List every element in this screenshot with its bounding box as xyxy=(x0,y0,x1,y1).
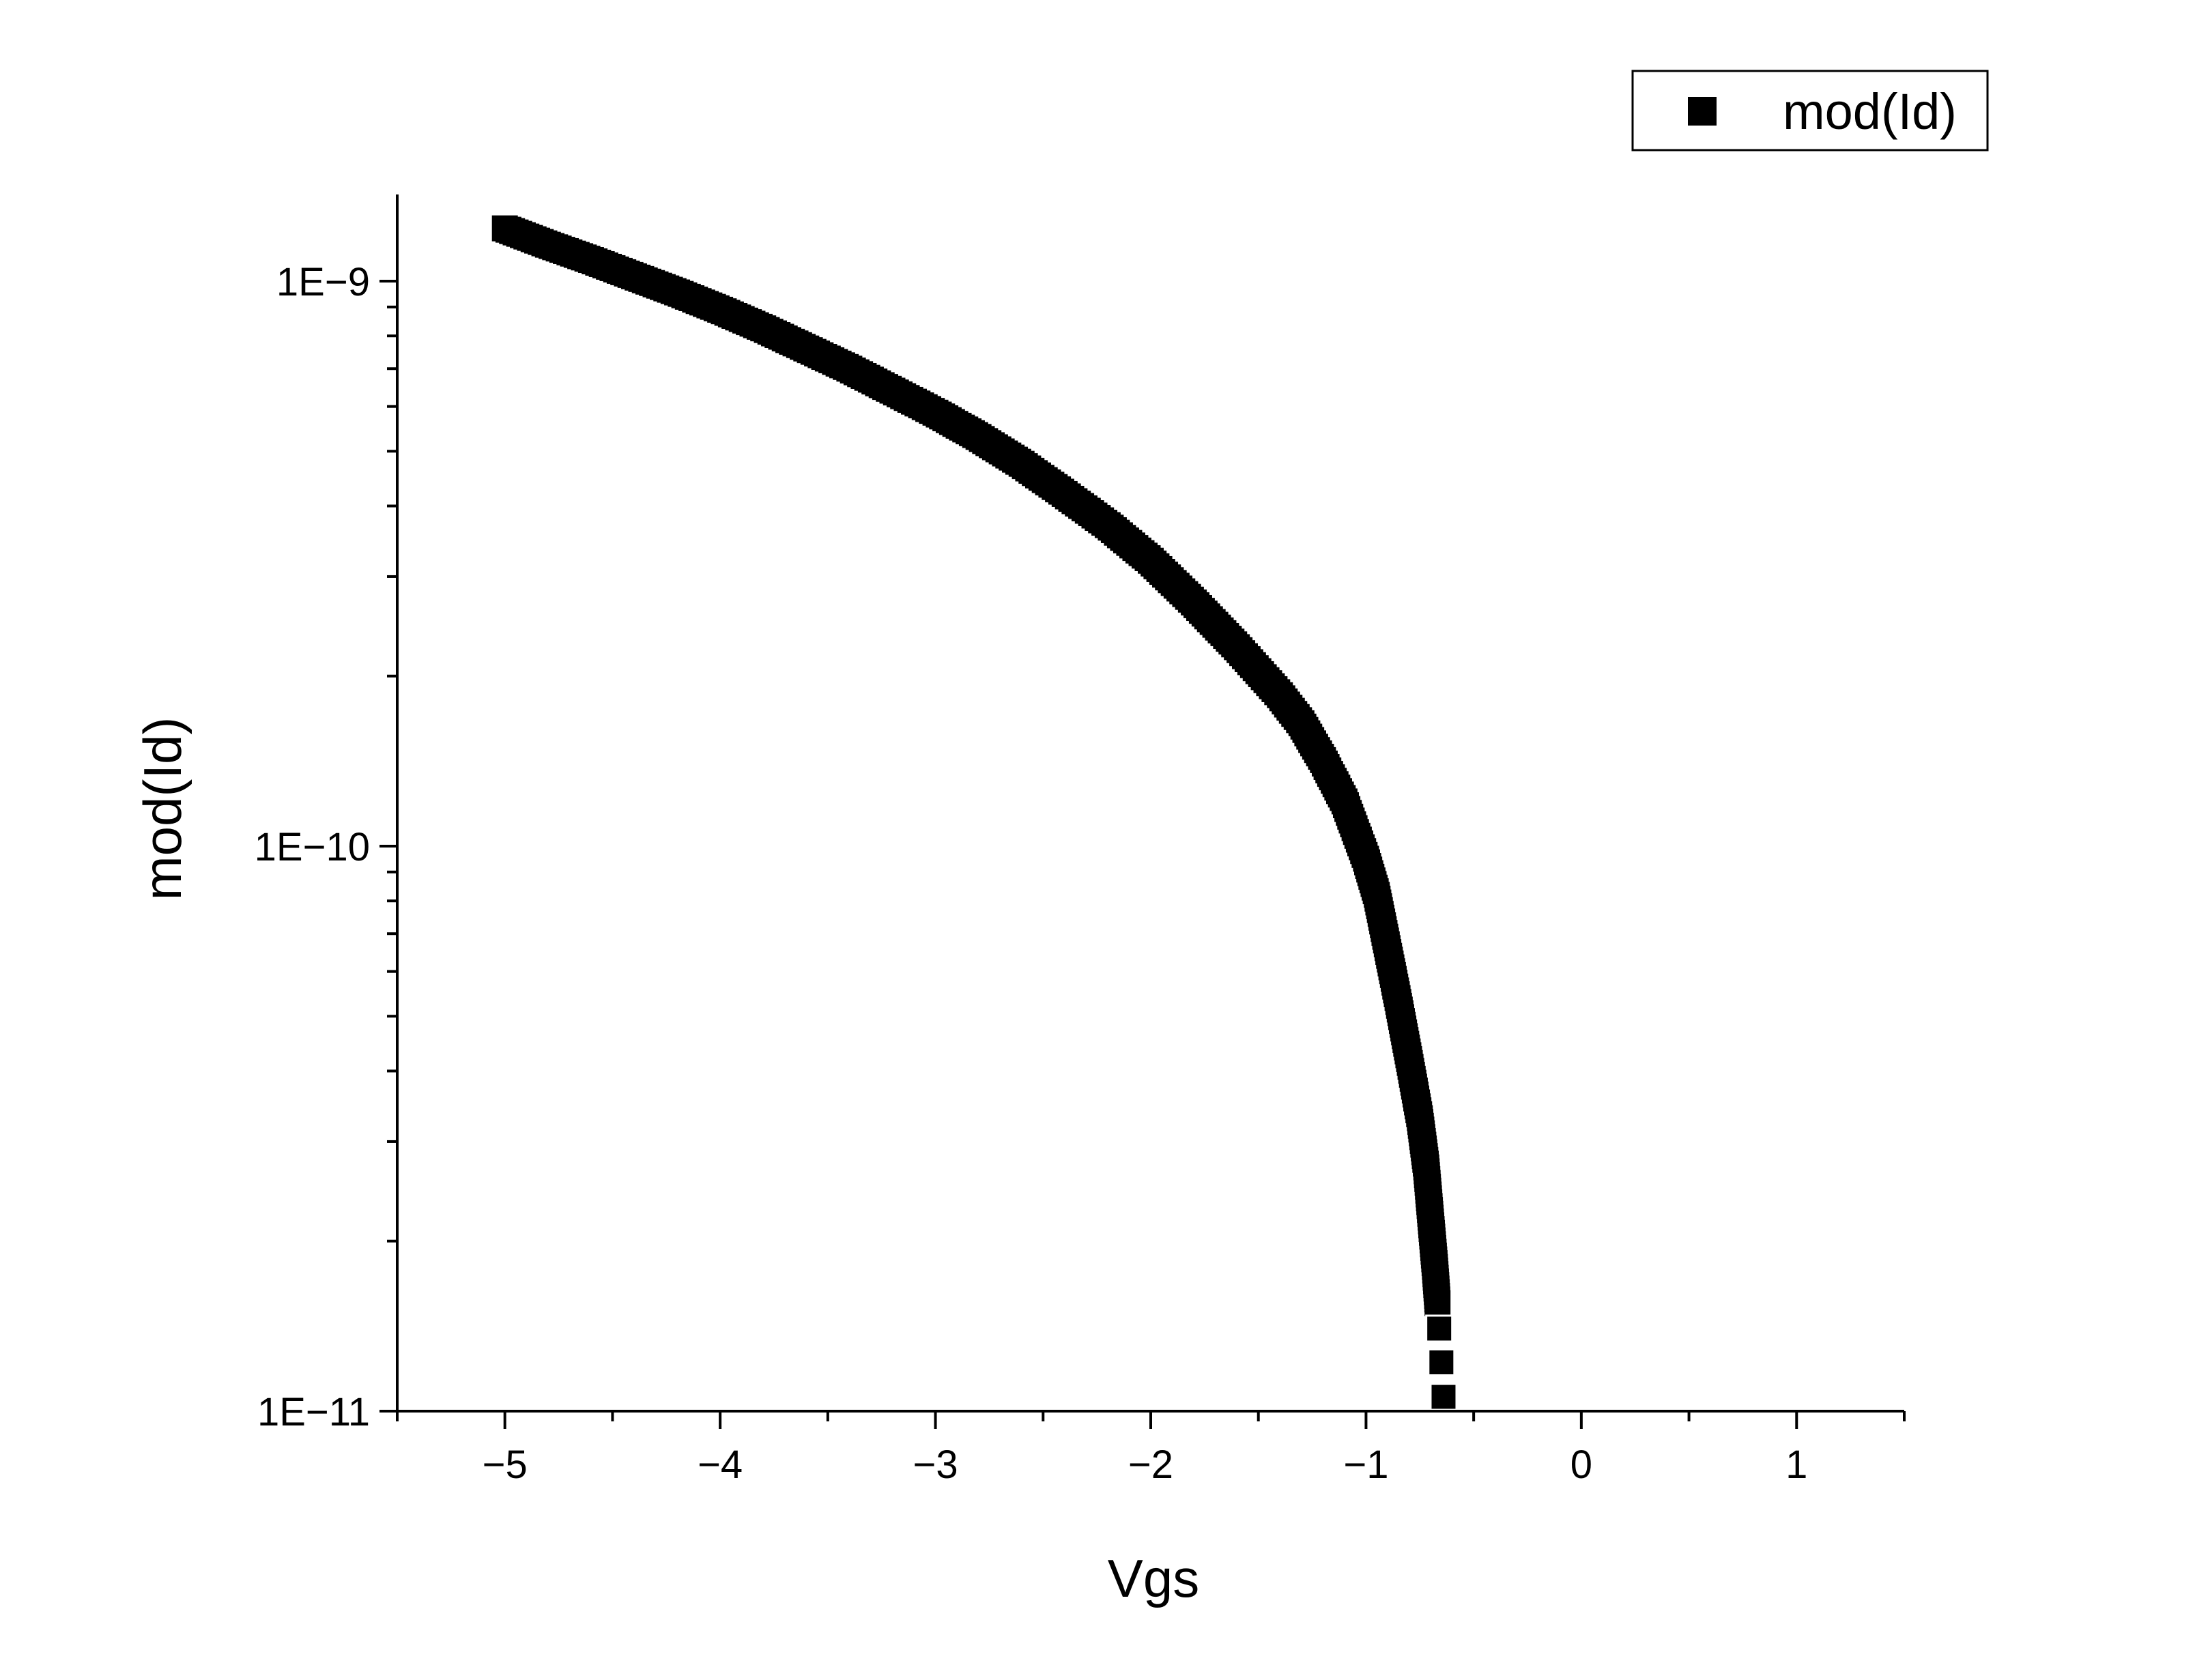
x-tick-label: −3 xyxy=(913,1443,958,1487)
plot-area xyxy=(491,215,1458,1411)
x-tick-label: −4 xyxy=(698,1443,743,1487)
x-tick-label: 0 xyxy=(1570,1443,1592,1487)
legend-label: mod(Id) xyxy=(1783,83,1957,140)
x-axis-title: Vgs xyxy=(1108,1548,1199,1608)
data-point xyxy=(1424,1290,1451,1316)
y-tick-label: 1E−9 xyxy=(276,260,370,304)
x-tick-label: −2 xyxy=(1128,1443,1173,1487)
y-tick-label: 1E−10 xyxy=(255,825,370,869)
data-point xyxy=(1427,1348,1456,1376)
y-axis-title: mod(Id) xyxy=(132,717,192,901)
x-tick-label: −1 xyxy=(1343,1443,1388,1487)
data-point xyxy=(1429,1382,1458,1411)
legend-marker xyxy=(1688,97,1717,126)
axes: −5 −4 −3 −2 −1 0 1 1E−11 1E−10 1E−9 xyxy=(255,194,1906,1487)
data-point xyxy=(1425,1314,1454,1343)
x-tick-label: 1 xyxy=(1785,1443,1807,1487)
y-tick-label: 1E−11 xyxy=(257,1390,370,1434)
legend: mod(Id) xyxy=(1631,70,1989,151)
x-tick-label: −5 xyxy=(483,1443,528,1487)
